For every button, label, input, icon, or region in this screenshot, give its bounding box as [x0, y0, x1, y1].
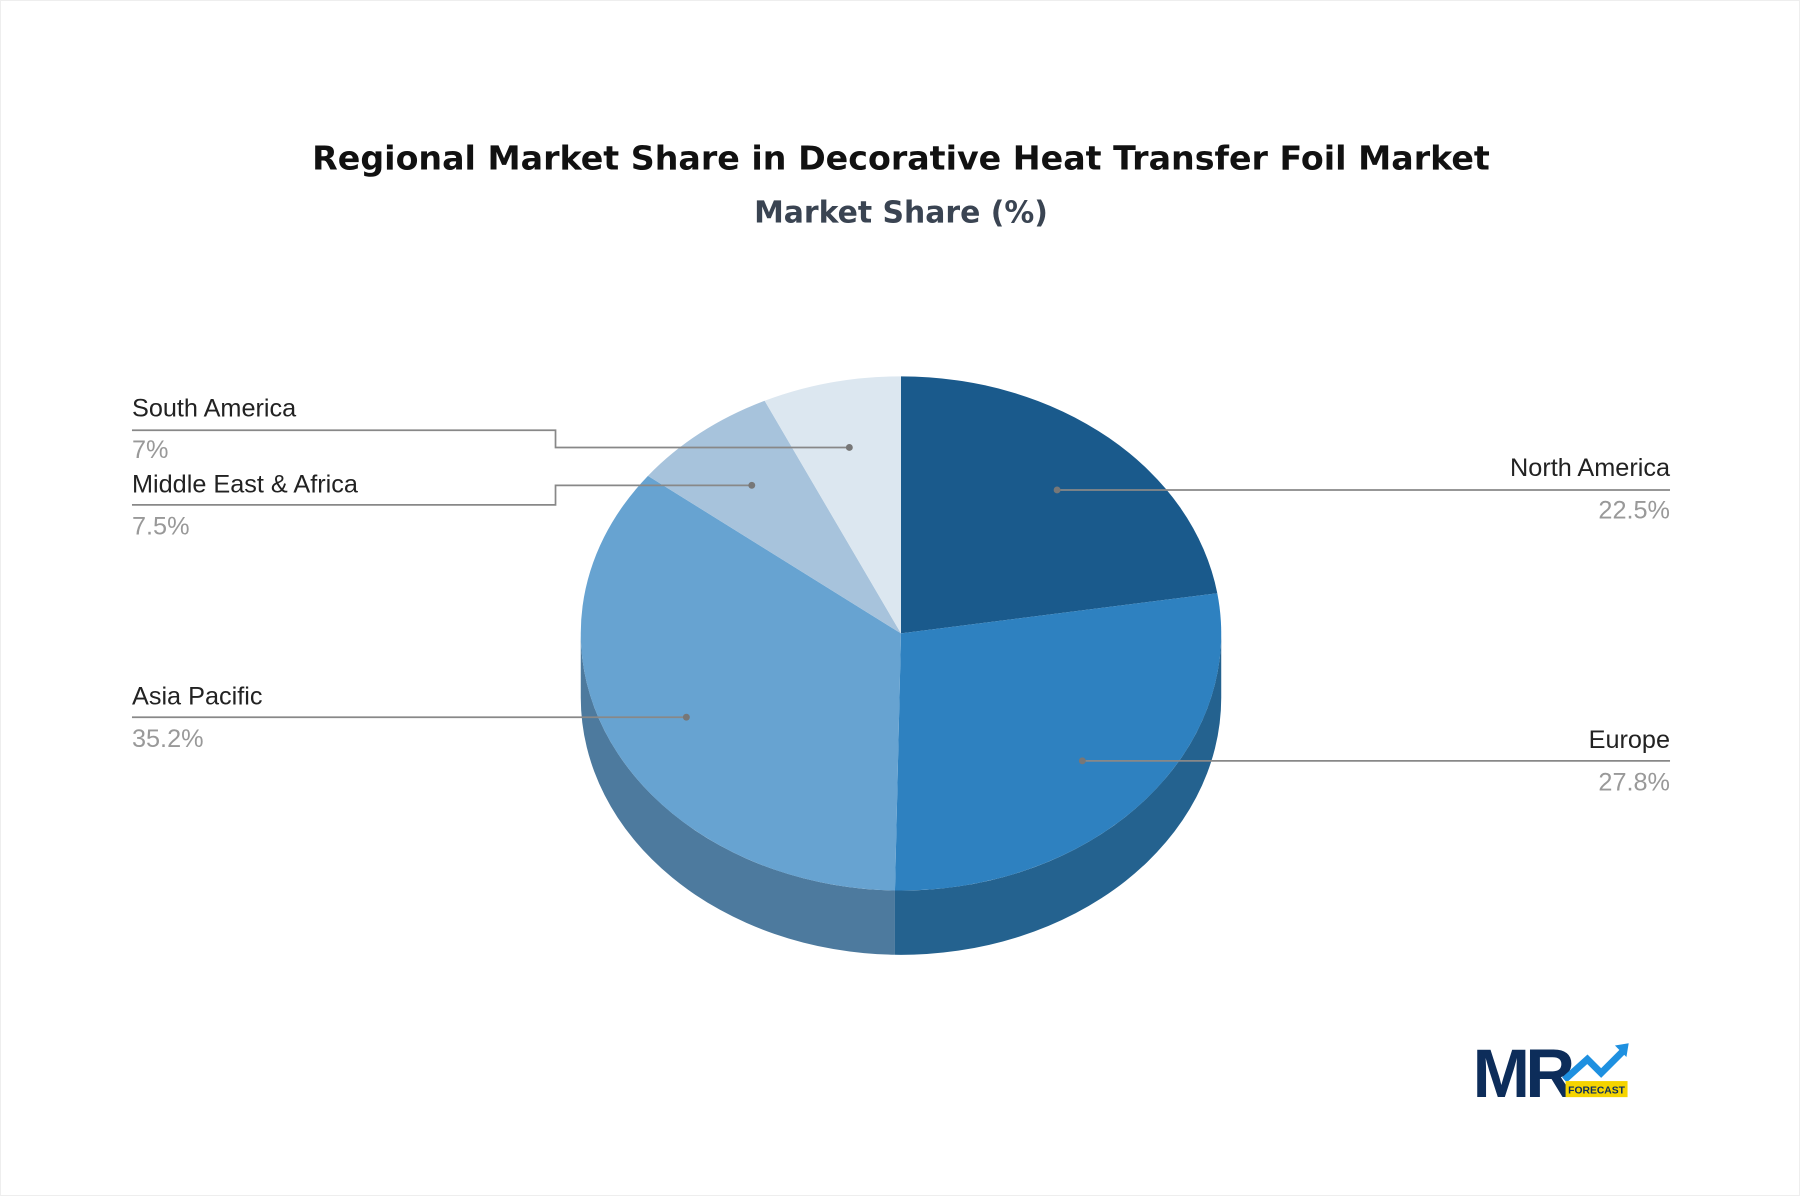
label-south-america: South America	[132, 395, 297, 423]
leader-dot-north-america	[1053, 486, 1061, 494]
leader-dot-asia-pacific	[682, 713, 690, 721]
pie-side-europe	[894, 633, 1222, 955]
chart-title: Regional Market Share in Decorative Heat…	[312, 139, 1490, 178]
chart-subtitle: Market Share (%)	[754, 196, 1048, 231]
label-middle-east-africa: Middle East & Africa	[132, 470, 359, 498]
leader-dot-south-america	[845, 444, 853, 451]
leader-dot-middle-east-africa	[748, 481, 756, 489]
pie-slice-europe[interactable]	[894, 593, 1222, 891]
pie-slice-north-america[interactable]	[901, 376, 1218, 634]
leader-line-south-america	[131, 429, 850, 449]
logo-arrowhead-icon	[1614, 1043, 1629, 1057]
mr-forecast-logo: MR FORECAST	[1473, 1035, 1629, 1112]
logo-tag-bg	[1565, 1081, 1628, 1098]
value-north-america: 22.5%	[1598, 497, 1670, 525]
leader-dot-europe	[1078, 757, 1086, 765]
label-asia-pacific: Asia Pacific	[132, 683, 263, 711]
label-north-america: North America	[1510, 454, 1671, 482]
value-south-america: 7%	[132, 436, 169, 464]
logo-tag-text: FORECAST	[1568, 1086, 1625, 1097]
value-europe: 27.8%	[1598, 769, 1670, 797]
value-middle-east-africa: 7.5%	[132, 513, 190, 541]
logo-arrow-icon	[1562, 1047, 1627, 1083]
pie-slice-south-america[interactable]	[764, 376, 901, 634]
label-europe: Europe	[1589, 726, 1670, 754]
pie-side-asia-pacific	[580, 633, 895, 955]
leader-line-middle-east-africa	[131, 484, 752, 506]
value-asia-pacific: 35.2%	[132, 725, 204, 753]
logo-mr-text: MR	[1473, 1035, 1575, 1112]
pie-slice-asia-pacific[interactable]	[580, 475, 901, 891]
pie-slice-middle-east-africa[interactable]	[647, 400, 901, 634]
